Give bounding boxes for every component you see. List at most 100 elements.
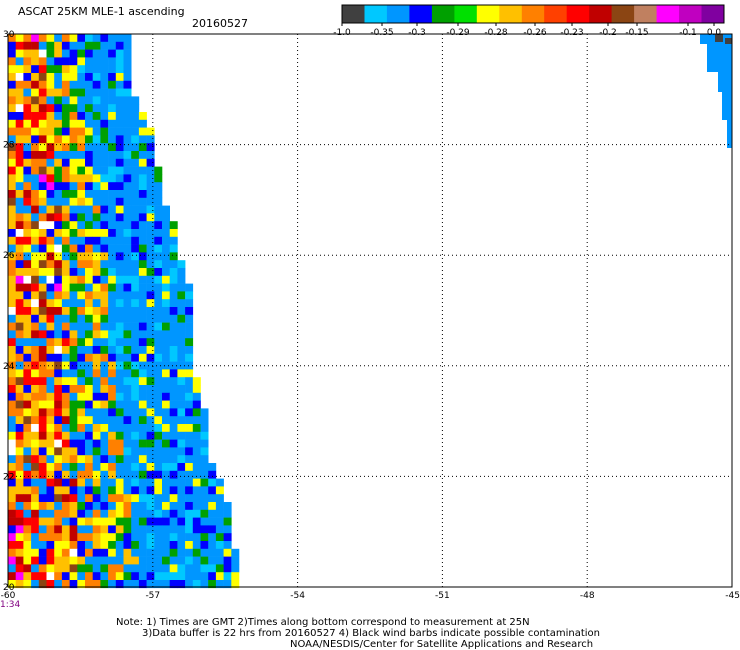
swath-cell (15, 291, 24, 300)
swath-cell (46, 408, 55, 417)
swath-cell (15, 314, 24, 323)
swath-cell (54, 385, 63, 394)
swath-cell (23, 127, 32, 136)
swath-cell (61, 190, 70, 199)
swath-cell (31, 96, 40, 105)
swath-cell (177, 439, 186, 448)
corner-cell (727, 120, 732, 148)
swath-cell (85, 572, 93, 581)
swath-cell (154, 353, 163, 362)
swath-cell (46, 182, 55, 191)
swath-cell (108, 447, 117, 456)
swath-cell (138, 392, 147, 401)
swath-cell (185, 463, 194, 472)
swath-cell (38, 541, 47, 550)
swath-cell (69, 322, 78, 331)
swath-cell (54, 494, 63, 503)
swath-cell (146, 455, 155, 464)
swath-cell (169, 283, 178, 292)
swath-cell (61, 283, 70, 292)
swath-cell (77, 369, 86, 378)
swath-cell (31, 502, 40, 511)
swath-cell (69, 151, 78, 160)
swath-cell (162, 213, 170, 222)
swath-cell (123, 385, 132, 394)
swath-cell (177, 572, 186, 581)
swath-cell (85, 322, 93, 331)
swath-cell (23, 151, 32, 160)
swath-cell (192, 408, 201, 417)
swath-cell (146, 158, 155, 167)
swath-cell (15, 385, 24, 394)
swath-cell (8, 49, 16, 58)
swath-cell (169, 439, 178, 448)
colorbar-label: -0.35 (370, 28, 393, 38)
swath-cell (100, 463, 109, 472)
swath-cell (38, 283, 47, 292)
swath-cell (138, 151, 147, 160)
swath-cell (223, 502, 232, 511)
swath-cell (77, 548, 86, 557)
swath-cell (108, 494, 117, 503)
swath-cell (85, 127, 93, 136)
swath-cell (154, 447, 163, 456)
swath-cell (31, 338, 40, 347)
swath-cell (108, 127, 117, 136)
swath-cell (177, 525, 186, 534)
swath-cell (77, 96, 86, 105)
swath-cell (108, 197, 117, 206)
swath-cell (38, 275, 47, 284)
swath-cell (61, 533, 70, 542)
swath-cell (192, 572, 201, 581)
swath-cell (54, 322, 63, 331)
swath-cell (23, 463, 32, 472)
swath-cell (38, 197, 47, 206)
swath-cell (54, 34, 63, 43)
swath-cell (8, 502, 16, 511)
corner-cell (707, 44, 732, 72)
swath-cell (208, 486, 217, 495)
corner-cell (725, 38, 732, 44)
swath-cell (108, 556, 117, 565)
swath-cell (46, 260, 55, 269)
swath-cell (23, 268, 32, 277)
swath-cell (131, 182, 140, 191)
swath-cell (15, 135, 24, 144)
swath-cell (108, 400, 117, 409)
swath-cell (131, 533, 140, 542)
swath-cell (131, 580, 140, 589)
swath-cell (100, 205, 109, 214)
swath-cell (92, 197, 101, 206)
swath-cell (108, 580, 117, 589)
swath-cell (215, 572, 224, 581)
swath-cell (46, 541, 55, 550)
swath-cell (123, 548, 132, 557)
swath-cell (54, 127, 63, 136)
swath-cell (115, 470, 124, 479)
swath-cell (77, 260, 86, 269)
swath-cell (115, 119, 124, 128)
swath-cell (123, 127, 132, 136)
swath-cell (123, 533, 132, 542)
swath-cell (123, 424, 132, 433)
swath-cell (169, 572, 178, 581)
swath-cell (100, 41, 109, 50)
swath-cell (77, 525, 86, 534)
swath-cell (138, 119, 147, 128)
colorbar-label: -0.2 (599, 28, 617, 38)
swath-cell (54, 80, 63, 89)
swath-cell (100, 478, 109, 487)
swath-cell (123, 541, 132, 550)
swath-cell (100, 221, 109, 230)
swath-cell (46, 502, 55, 511)
swath-cell (108, 509, 117, 518)
swath-cell (123, 572, 132, 581)
swath-cell (69, 439, 78, 448)
swath-cell (15, 80, 24, 89)
swath-cell (31, 572, 40, 581)
swath-cell (185, 470, 194, 479)
swath-cell (54, 88, 63, 97)
swath-cell (8, 268, 16, 277)
swath-cell (154, 533, 163, 542)
swath-cell (192, 541, 201, 550)
